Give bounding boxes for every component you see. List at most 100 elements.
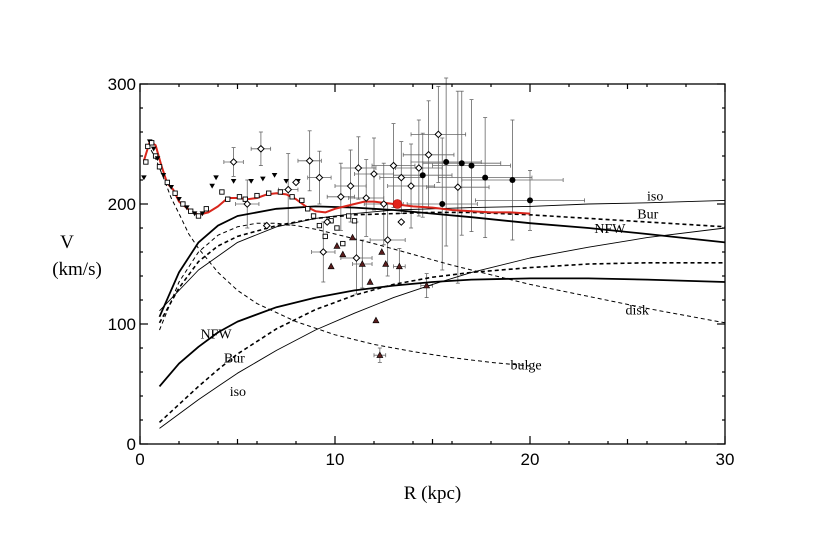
data-point-diamond [362, 194, 371, 202]
x-tick-label: 20 [521, 450, 540, 469]
data-point-sq [156, 164, 163, 170]
data-point-sq [277, 189, 284, 195]
data-point-sq [143, 159, 149, 165]
data-point-tri [160, 173, 167, 178]
data-point-circle [509, 177, 516, 183]
data-point-sq [152, 153, 159, 159]
data-point-sq [164, 179, 170, 186]
data-point-tri [283, 179, 290, 184]
data-point-tri [154, 156, 161, 161]
data-point-diamond [383, 236, 392, 244]
data-point-redtri [333, 242, 341, 249]
data-point-diamond [407, 182, 415, 190]
y-axis-title-line2: (km/s) [52, 259, 102, 280]
data-point-sq [180, 201, 186, 207]
data-point-diamond [434, 130, 443, 139]
data-point-redtri [378, 248, 386, 255]
data-point-tri [191, 211, 198, 217]
plot-frame [139, 83, 726, 445]
data-point-redtri [372, 316, 380, 324]
data-point-circle [443, 159, 450, 165]
data-point-tri [199, 211, 206, 217]
data-point-tri [230, 179, 237, 184]
series-line-bulge-bulge [147, 143, 531, 367]
data-point-diamond [336, 192, 345, 201]
data-point-redtri [423, 281, 431, 289]
data-point-sq [351, 218, 358, 224]
data-point-sq [219, 189, 225, 195]
data-point-redtri [366, 278, 374, 285]
curve-label-nfw: NFW [594, 222, 626, 237]
data-point-sq [346, 213, 352, 219]
data-point-diamond [243, 200, 252, 208]
data-point-sq [310, 213, 317, 219]
x-axis-title: R (kpc) [404, 483, 462, 504]
data-point-redtri [382, 260, 390, 267]
data-point-diamond [262, 221, 271, 230]
data-point-sq [305, 206, 311, 212]
data-point-tri [141, 175, 147, 181]
data-point-diamond [305, 156, 314, 165]
data-point-diamond [315, 173, 324, 182]
data-point-diamond [414, 164, 423, 172]
data-point-sq [299, 197, 305, 204]
data-point-sq [145, 143, 151, 150]
data-point-diamond [453, 183, 462, 192]
data-point-sq [334, 225, 340, 231]
data-point-tri [150, 146, 157, 152]
data-point-tri [260, 176, 266, 182]
data-point-diamond [292, 178, 300, 187]
data-point-circle [527, 197, 533, 204]
curve-label-bur: Bur [224, 351, 245, 366]
x-tick-label: 0 [135, 450, 144, 469]
data-point-redtri [376, 351, 384, 358]
data-point-sq [195, 213, 202, 219]
data-point-sq [340, 240, 346, 247]
data-point-diamond [352, 254, 361, 262]
highlight-point [392, 199, 403, 209]
data-point-redtri [395, 262, 403, 270]
data-point-circle [419, 172, 426, 179]
data-point-diamond [370, 170, 378, 178]
labels-layer: R (kpc) V (km/s) [52, 232, 461, 504]
data-point-sq [172, 190, 178, 196]
data-point-circle [439, 201, 446, 207]
x-tick-label: 10 [326, 450, 345, 469]
data-point-tri [271, 173, 278, 178]
series-line-iso-halo [159, 227, 726, 429]
data-point-diamond [256, 144, 265, 153]
data-point-tri [248, 179, 254, 184]
y-axis-title-line1: V [60, 232, 74, 253]
curve-label-nfw: NFW [200, 327, 232, 342]
data-point-tri [184, 205, 190, 211]
data-point-redtri [339, 250, 347, 258]
series-line-nfw-total [158, 205, 726, 318]
data-point-diamond [229, 158, 238, 166]
data-point-diamond [354, 164, 363, 172]
data-point-sq [254, 192, 260, 199]
data-point-diamond [397, 173, 406, 182]
data-point-sq [203, 206, 209, 212]
data-point-tri [213, 175, 219, 181]
data-point-diamond [346, 182, 355, 190]
data-point-redtri [327, 262, 335, 270]
data-point-tri [168, 185, 174, 190]
data-point-circle [468, 162, 475, 169]
y-tick-label: 100 [108, 315, 136, 334]
data-point-diamond [389, 161, 398, 170]
data-point-sq [242, 196, 248, 202]
data-point-sq [289, 194, 295, 200]
series-line-disk-disk [159, 222, 726, 331]
data-point-tri [176, 197, 182, 202]
data-point-sq [266, 190, 272, 196]
y-tick-label: 300 [108, 75, 136, 94]
curve-label-bulge: bulge [511, 359, 542, 374]
x-tick-label: 30 [716, 450, 735, 469]
data-point-sq [225, 196, 231, 202]
data-point-sq [316, 222, 323, 229]
curve-label-iso: iso [647, 189, 663, 204]
data-point-circle [482, 174, 489, 181]
data-point-diamond [397, 218, 406, 226]
